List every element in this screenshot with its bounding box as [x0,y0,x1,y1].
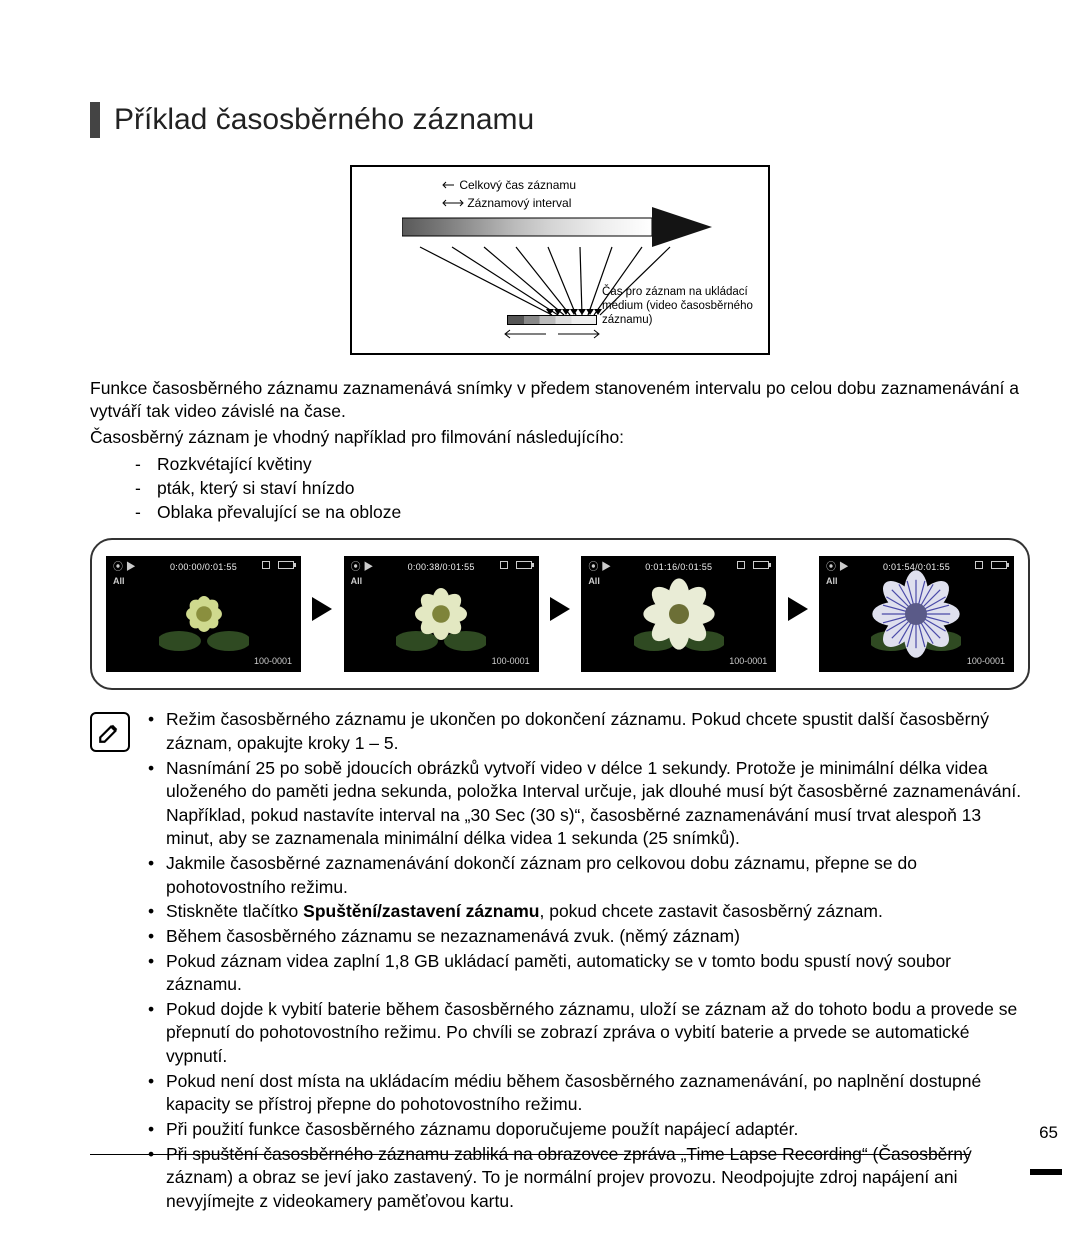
osd-mode-icon: ⦿ ▶ [826,561,849,575]
note-item: Pokud záznam videa zaplní 1,8 GB ukládac… [144,950,1030,997]
big-arrow-icon [402,207,712,247]
timelapse-frame: ⦿ ▶ All 0:01:54/0:01:55 100-0001 [819,556,1014,672]
footer-rule [90,1154,970,1155]
note-item: Při použití funkce časosběrného záznamu … [144,1118,1030,1142]
osd-battery-icon [278,561,294,569]
notes-section: Režim časosběrného záznamu je ukončen po… [90,708,1030,1214]
note-item: Pokud není dost místa na ukládacím médiu… [144,1070,1030,1117]
osd-clip-id: 100-0001 [254,655,292,667]
chevron-right-icon [310,594,334,635]
osd-card-icon [262,561,270,569]
osd-clip-id: 100-0001 [729,655,767,667]
notes-list: Režim časosběrného záznamu je ukončen po… [144,708,1030,1213]
frames-sequence: ⦿ ▶ All 0:00:00/0:01:55 100-0001 ⦿ ▶ All… [90,538,1030,690]
osd-mode-icon: ⦿ ▶ [113,561,136,575]
osd-all-label: All [351,575,363,587]
osd-all-label: All [588,575,600,587]
notes-list-wrap: Režim časosběrného záznamu je ukončen po… [144,708,1030,1214]
note-item: Během časosběrného záznamu se nezaznamen… [144,925,1030,949]
osd-mode-icon: ⦿ ▶ [351,561,374,575]
timelapse-frame: ⦿ ▶ All 0:00:38/0:01:55 100-0001 [344,556,539,672]
osd-card-icon [737,561,745,569]
osd-battery-icon [991,561,1007,569]
example-list: Rozkvétající květiny pták, který si stav… [135,453,1030,524]
intro-paragraph-1: Funkce časosběrného záznamu zaznamenává … [90,377,1030,424]
osd-card-icon [975,561,983,569]
title-row: Příklad časosběrného záznamu [90,100,1030,141]
example-item: Rozkvétající květiny [135,453,1030,477]
timelapse-diagram: Celkový čas záznamu Záznamový interval [350,165,770,355]
osd-card-icon [500,561,508,569]
osd-battery-icon [516,561,532,569]
note-item: Pokud dojde k vybití baterie během časos… [144,998,1030,1069]
media-span-arrows-icon [502,327,602,341]
chevron-right-icon [786,594,810,635]
osd-battery-icon [753,561,769,569]
osd-mode-icon: ⦿ ▶ [588,561,611,575]
media-bar-icon [507,315,597,325]
intro-paragraph-2: Časosběrný záznam je vhodný například pr… [90,426,1030,450]
osd-clip-id: 100-0001 [492,655,530,667]
title-accent-bar [90,102,100,138]
diagram-label-total: Celkový čas záznamu [442,177,576,193]
osd-clip-id: 100-0001 [967,655,1005,667]
chevron-right-icon [548,594,572,635]
page-number: 65 [1039,1122,1058,1145]
osd-all-label: All [113,575,125,587]
page-title: Příklad časosběrného záznamu [114,100,534,141]
note-item: Jakmile časosběrné zaznamenávání dokončí… [144,852,1030,899]
diagram-label-media: Čas pro záznam na ukládací médium (video… [602,285,768,328]
timelapse-frame: ⦿ ▶ All 0:00:00/0:01:55 100-0001 [106,556,301,672]
corner-mark-icon [1030,1169,1062,1175]
note-icon [90,712,130,752]
note-item: Režim časosběrného záznamu je ukončen po… [144,708,1030,755]
osd-all-label: All [826,575,838,587]
timelapse-frame: ⦿ ▶ All 0:01:16/0:01:55 100-0001 [581,556,776,672]
example-item: Oblaka převalující se na obloze [135,501,1030,525]
note-item: Nasnímání 25 po sobě jdoucích obrázků vy… [144,757,1030,852]
example-item: pták, který si staví hnízdo [135,477,1030,501]
note-item: Stiskněte tlačítko Spuštění/zastavení zá… [144,900,1030,924]
